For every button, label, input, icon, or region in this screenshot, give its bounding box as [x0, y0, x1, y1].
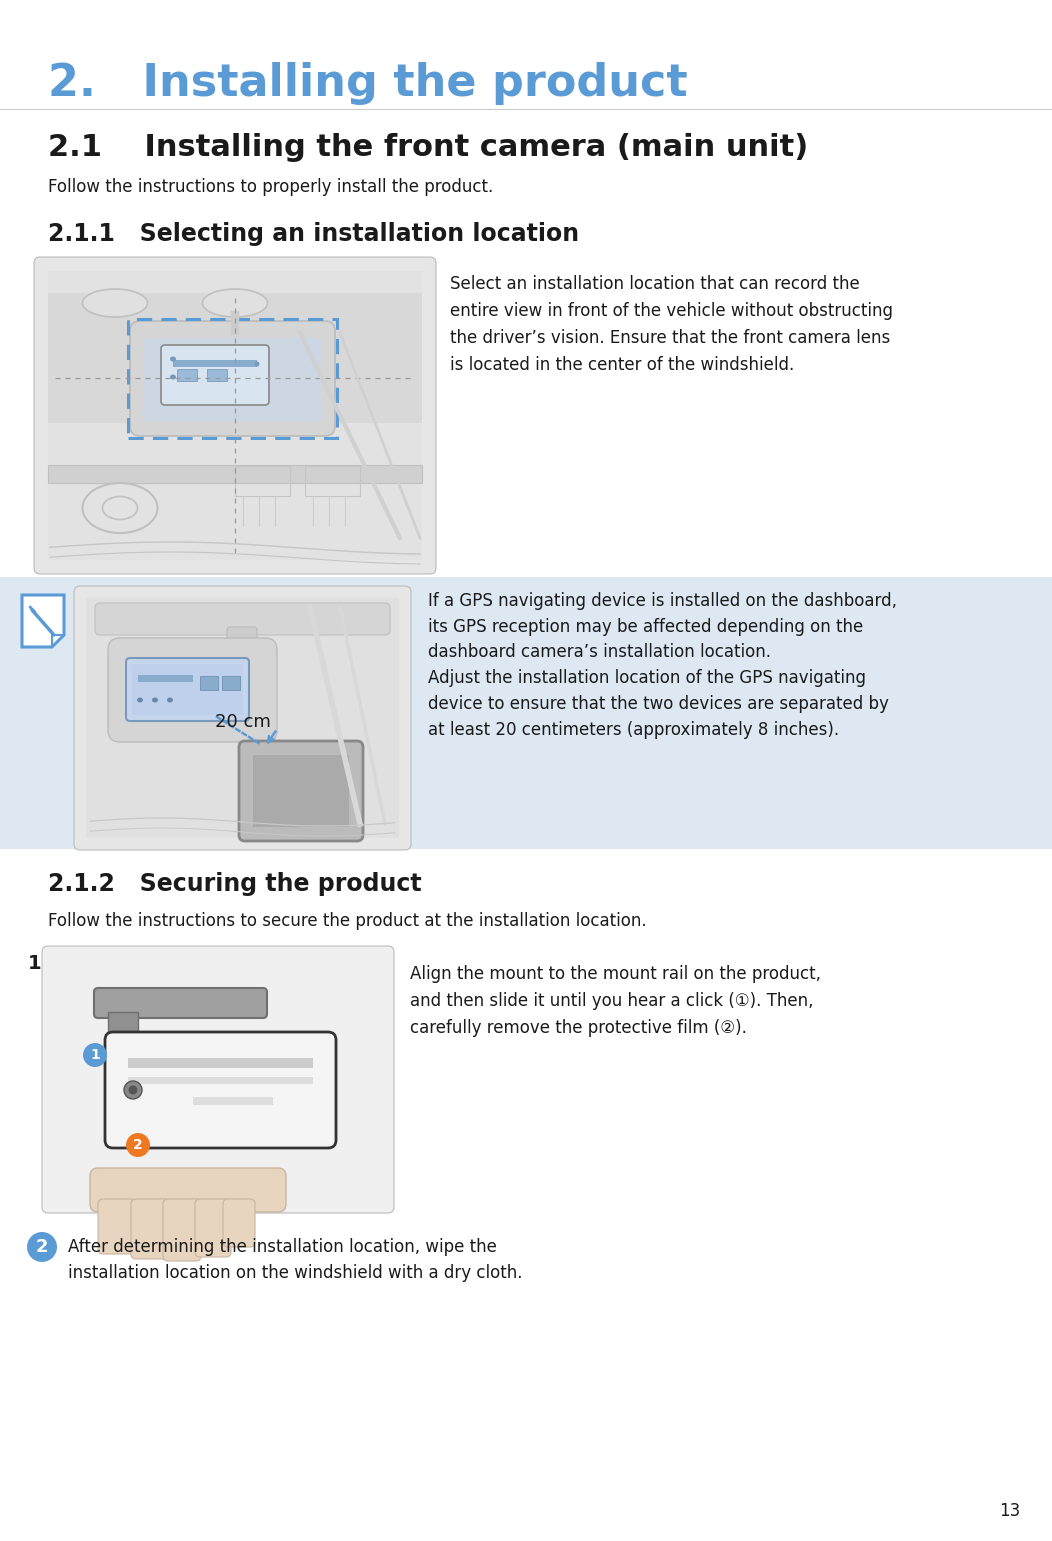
FancyBboxPatch shape: [105, 1032, 336, 1148]
Ellipse shape: [83, 1043, 107, 1066]
FancyBboxPatch shape: [34, 257, 436, 573]
Ellipse shape: [170, 356, 176, 362]
FancyBboxPatch shape: [126, 658, 249, 721]
Ellipse shape: [151, 698, 158, 703]
FancyBboxPatch shape: [48, 271, 422, 559]
Bar: [173, 361, 257, 367]
Text: Follow the instructions to properly install the product.: Follow the instructions to properly inst…: [48, 179, 493, 196]
Ellipse shape: [27, 1231, 57, 1262]
FancyBboxPatch shape: [161, 345, 269, 405]
FancyBboxPatch shape: [239, 741, 363, 841]
Ellipse shape: [128, 1085, 138, 1094]
FancyBboxPatch shape: [42, 946, 394, 1213]
FancyBboxPatch shape: [143, 337, 322, 421]
FancyBboxPatch shape: [94, 988, 267, 1019]
Text: 20 cm: 20 cm: [215, 713, 270, 730]
Text: Follow the instructions to secure the product at the installation location.: Follow the instructions to secure the pr…: [48, 912, 647, 931]
FancyBboxPatch shape: [108, 638, 277, 743]
Bar: [252, 755, 349, 828]
Text: 1: 1: [28, 954, 42, 972]
Ellipse shape: [126, 1133, 150, 1157]
Bar: [222, 676, 240, 690]
Bar: [108, 1012, 138, 1034]
FancyBboxPatch shape: [163, 1199, 201, 1261]
FancyBboxPatch shape: [74, 586, 411, 851]
Text: 1: 1: [90, 1048, 100, 1062]
Text: After determining the installation location, wipe the
installation location on t: After determining the installation locat…: [68, 1237, 523, 1282]
Bar: [177, 368, 197, 381]
Bar: [200, 676, 218, 690]
Bar: [128, 1077, 313, 1083]
Ellipse shape: [82, 290, 147, 317]
FancyBboxPatch shape: [132, 1199, 169, 1259]
Bar: [0, 576, 1052, 849]
FancyBboxPatch shape: [130, 321, 335, 436]
Ellipse shape: [137, 698, 143, 703]
Bar: [207, 368, 227, 381]
Ellipse shape: [170, 374, 176, 379]
FancyBboxPatch shape: [86, 598, 399, 838]
FancyBboxPatch shape: [195, 1199, 231, 1257]
FancyBboxPatch shape: [223, 1199, 255, 1247]
Bar: [48, 465, 422, 482]
Ellipse shape: [255, 362, 260, 367]
Text: Select an installation location that can record the
entire view in front of the : Select an installation location that can…: [450, 274, 893, 374]
Bar: [128, 1059, 313, 1068]
Text: 13: 13: [998, 1502, 1020, 1519]
FancyBboxPatch shape: [227, 627, 257, 655]
FancyBboxPatch shape: [98, 1199, 136, 1254]
Bar: [305, 465, 360, 496]
FancyBboxPatch shape: [90, 1168, 286, 1213]
FancyBboxPatch shape: [132, 664, 243, 715]
Text: If a GPS navigating device is installed on the dashboard,
its GPS reception may : If a GPS navigating device is installed …: [428, 592, 897, 738]
Text: Align the mount to the mount rail on the product,
and then slide it until you he: Align the mount to the mount rail on the…: [410, 965, 821, 1037]
Text: 2.1    Installing the front camera (main unit): 2.1 Installing the front camera (main un…: [48, 133, 808, 162]
Ellipse shape: [202, 290, 267, 317]
Bar: [48, 293, 422, 422]
Bar: [235, 465, 290, 496]
Bar: [128, 319, 337, 438]
Text: 2: 2: [134, 1137, 143, 1153]
Ellipse shape: [124, 1080, 142, 1099]
Text: 2.   Installing the product: 2. Installing the product: [48, 62, 688, 105]
Polygon shape: [22, 595, 64, 647]
Bar: [193, 1097, 274, 1105]
Bar: [138, 675, 193, 683]
Text: 2.1.1   Selecting an installation location: 2.1.1 Selecting an installation location: [48, 222, 579, 247]
FancyBboxPatch shape: [95, 603, 390, 635]
Text: 2.1.2   Securing the product: 2.1.2 Securing the product: [48, 872, 422, 895]
Ellipse shape: [167, 698, 173, 703]
Text: 2: 2: [36, 1237, 48, 1256]
